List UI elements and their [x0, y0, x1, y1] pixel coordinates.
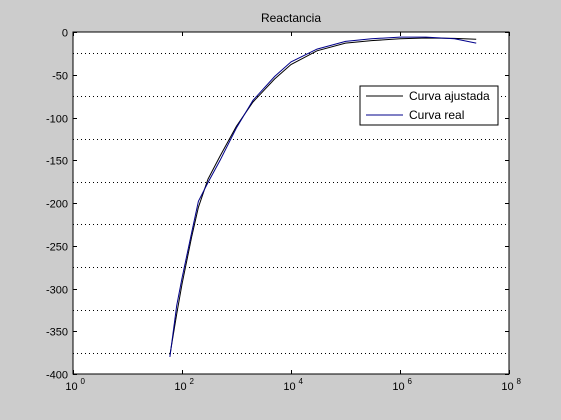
x-tick-label-exponent: 4 [299, 377, 304, 386]
x-tick-label-exponent: 0 [81, 377, 86, 386]
x-tick-label: 10 [283, 381, 295, 393]
legend-label-curva-ajustada: Curva ajustada [409, 89, 490, 103]
plot-area [73, 32, 509, 374]
x-tick-label-exponent: 2 [190, 377, 195, 386]
y-tick-label: 0 [62, 28, 68, 40]
y-tick-label: -250 [46, 242, 68, 254]
x-tick-label-exponent: 8 [517, 377, 522, 386]
x-tick-label-exponent: 6 [408, 377, 413, 386]
y-tick-label: -400 [46, 370, 68, 382]
x-tick-label: 10 [392, 381, 404, 393]
y-tick-label: -100 [46, 114, 68, 126]
legend-box [359, 85, 499, 126]
y-tick-label: -300 [46, 285, 68, 297]
x-tick-label: 10 [501, 381, 513, 393]
plot-border [72, 31, 510, 375]
series-line-curva-ajustada [169, 37, 477, 356]
grid-layer [73, 53, 509, 354]
x-tick-label: 10 [65, 381, 77, 393]
y-tick-label: -200 [46, 199, 68, 211]
y-tick-label: -150 [46, 156, 68, 168]
y-tick-labels: 0 -50 -100 -150 -200 -250 -300 -350 -400 [46, 28, 68, 382]
series-line-curva-real [169, 36, 477, 357]
legend: Curva ajustada Curva real [359, 85, 499, 126]
x-tick-label: 10 [174, 381, 186, 393]
legend-label-curva-real: Curva real [409, 108, 464, 122]
chart-title: Reactancia [261, 11, 321, 25]
y-tick-label: -50 [52, 71, 68, 83]
y-tick-label: -350 [46, 327, 68, 339]
x-tick-labels: 10 0 10 2 10 4 10 6 10 8 [65, 377, 521, 393]
series-layer [169, 36, 477, 357]
